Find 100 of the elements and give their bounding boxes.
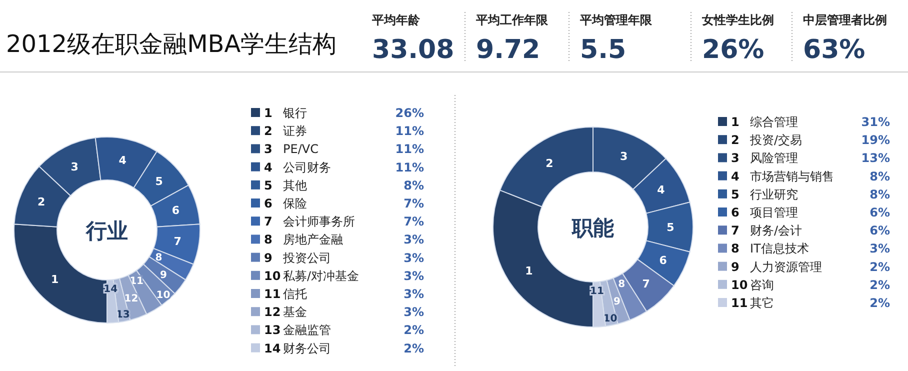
text: 13 xyxy=(116,309,130,320)
title: 2012级在职金融MBA学生结构 xyxy=(6,30,337,58)
legend-label: 人力资源管理 xyxy=(750,260,822,274)
legend-label: 银行 xyxy=(282,106,307,120)
text: 3 xyxy=(264,142,272,156)
legend-label: 财务公司 xyxy=(283,341,331,356)
legend-label: 金融监管 xyxy=(283,323,331,338)
text: 9 xyxy=(731,260,740,274)
category-label: 平均管理年限 xyxy=(579,13,653,27)
category-label: 平均工作年限 xyxy=(475,13,549,27)
text: 33.08 xyxy=(372,35,454,65)
text: 11 xyxy=(264,287,281,301)
data-label: 3% xyxy=(404,250,424,265)
legend-label: 项目管理 xyxy=(750,206,798,220)
data-label: 8% xyxy=(870,187,890,202)
text: 2 xyxy=(546,156,554,170)
text: 7 xyxy=(642,277,650,290)
text: 6 xyxy=(731,206,740,220)
data-label: 2% xyxy=(870,260,890,274)
text: 5.5 xyxy=(580,35,626,65)
text: 11 xyxy=(731,296,748,310)
text: 7 xyxy=(264,214,272,229)
text: 4 xyxy=(731,169,740,184)
data-label: 11% xyxy=(395,142,424,156)
data-label: 7% xyxy=(404,196,424,210)
text: 职能 xyxy=(571,216,614,240)
text: 6 xyxy=(172,204,180,218)
legend-label: 综合管理 xyxy=(750,115,798,129)
text: 7 xyxy=(731,224,740,238)
data-label: 26% xyxy=(395,106,424,120)
text: 9 xyxy=(613,296,620,308)
text: 26% xyxy=(702,35,764,65)
data-label: 6% xyxy=(870,224,890,238)
text: 2 xyxy=(38,196,46,209)
legend-label: 风险管理 xyxy=(750,151,798,166)
legend-label: 私募/对冲基金 xyxy=(283,268,360,283)
text: 4 xyxy=(264,160,272,174)
text: 5 xyxy=(731,187,740,202)
legend-label: 会计师事务所 xyxy=(283,214,355,229)
legend-label: 公司财务 xyxy=(283,160,331,174)
text: 10 xyxy=(603,313,618,324)
legend-label: 其他 xyxy=(283,178,307,192)
data-label: 3% xyxy=(404,287,424,301)
data-label: 8% xyxy=(404,178,424,192)
text: 4 xyxy=(657,184,665,197)
data-label: 11% xyxy=(395,124,424,138)
text: 12 xyxy=(264,305,281,320)
category-label: 中层管理者比例 xyxy=(803,13,887,27)
legend-label: 证券 xyxy=(283,124,307,138)
text: 2 xyxy=(264,124,272,138)
text: 1 xyxy=(731,115,740,129)
text: 8 xyxy=(618,279,626,290)
text: 10 xyxy=(156,290,170,301)
text: 3 xyxy=(70,160,78,174)
text: 12 xyxy=(124,293,138,304)
data-label: 6% xyxy=(870,206,890,220)
text: 2 xyxy=(731,133,740,148)
category-label: 平均年龄 xyxy=(371,13,421,27)
data-label: 19% xyxy=(861,133,890,148)
text: 5 xyxy=(264,178,272,192)
text: 行业 xyxy=(85,219,128,243)
text: 14 xyxy=(264,341,281,356)
data-label: 3% xyxy=(404,232,424,247)
category-label: 女性学生比例 xyxy=(701,13,774,27)
text: 3 xyxy=(620,150,628,163)
legend-label: 投资公司 xyxy=(282,250,331,265)
text: 3 xyxy=(731,151,740,166)
legend-label: 保险 xyxy=(283,196,307,210)
data-label: 2% xyxy=(870,278,890,292)
data-label: 8% xyxy=(870,169,890,184)
text: 9 xyxy=(160,270,167,281)
text: 1 xyxy=(264,106,272,120)
data-label: 3% xyxy=(870,242,890,256)
text: 63% xyxy=(803,35,866,65)
text: 1 xyxy=(51,272,59,286)
data-label: 3% xyxy=(404,305,424,320)
text: 8 xyxy=(731,242,740,256)
text: 4 xyxy=(118,154,126,168)
text: 10 xyxy=(264,268,281,283)
data-label: 2% xyxy=(404,323,424,338)
legend-label: 基金 xyxy=(283,305,307,320)
text: 8 xyxy=(155,252,162,264)
data-label: 13% xyxy=(861,151,890,166)
text: 13 xyxy=(264,323,281,338)
data-label: 2% xyxy=(870,296,890,310)
legend-label: 咨询 xyxy=(750,278,774,292)
legend-label: 其它 xyxy=(750,296,774,310)
legend-label: 投资/交易 xyxy=(749,133,802,148)
text: 1 xyxy=(525,264,533,278)
legend-label: 市场营销与销售 xyxy=(750,169,834,184)
legend-label: 财务/会计 xyxy=(750,224,802,238)
legend-label: PE/VC xyxy=(283,142,318,156)
text: 9 xyxy=(264,250,272,265)
text: 9.72 xyxy=(476,35,540,65)
data-label: 7% xyxy=(404,214,424,229)
text: 6 xyxy=(264,196,272,210)
text: 10 xyxy=(731,278,748,292)
text: 5 xyxy=(666,221,674,234)
legend-label: IT信息技术 xyxy=(750,242,809,256)
data-label: 2% xyxy=(404,341,424,356)
